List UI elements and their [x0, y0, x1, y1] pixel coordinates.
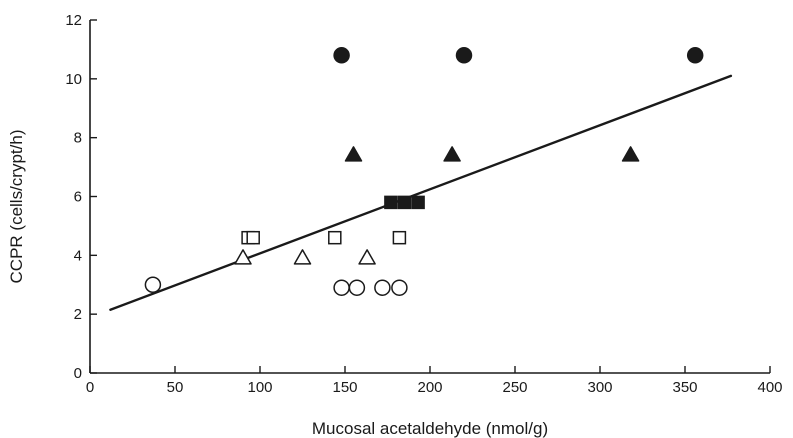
x-tick-label: 350 — [672, 379, 697, 396]
regression-line-layer — [109, 74, 733, 311]
data-points — [144, 47, 704, 296]
open-circle-marker — [333, 279, 350, 296]
y-tick-label: 2 — [74, 306, 82, 323]
filled-triangle-marker — [621, 146, 640, 162]
filled-triangle-marker — [344, 146, 363, 162]
y-tick-label: 4 — [74, 247, 82, 264]
y-tick-label: 6 — [74, 189, 82, 206]
x-tick-label: 250 — [502, 379, 527, 396]
open-square-marker — [246, 230, 260, 245]
open-triangle-marker — [234, 249, 252, 265]
x-tick-label: 300 — [587, 379, 612, 396]
regression-line — [109, 74, 733, 311]
open-circle-marker — [374, 279, 391, 296]
open-circle-marker — [144, 276, 162, 293]
open-square-marker — [392, 230, 407, 245]
x-tick-label: 100 — [247, 379, 272, 396]
open-triangle-marker — [293, 249, 312, 265]
open-triangle-marker — [358, 249, 376, 265]
filled-circle-marker — [333, 47, 350, 64]
axes: 0 50 100 150 200 250 300 350 400 0 2 4 6 8 10 12 — [65, 12, 782, 396]
filled-square-marker — [384, 195, 398, 210]
filled-circle-marker — [686, 47, 704, 64]
x-axis-title: Mucosal acetaldehyde (nmol/g) — [312, 419, 548, 438]
x-tick-label: 200 — [417, 379, 442, 396]
x-tick-label: 150 — [332, 379, 357, 396]
y-tick-label: 8 — [74, 130, 82, 147]
y-axis-title: CCPR (cells/crypt/h) — [7, 130, 26, 284]
y-tick-label: 10 — [65, 71, 82, 88]
open-circle-marker — [391, 279, 408, 296]
filled-square-marker — [411, 195, 425, 210]
y-tick-label: 0 — [74, 365, 82, 382]
filled-triangle-marker — [443, 146, 461, 162]
open-circle-marker — [348, 279, 366, 296]
filled-square-marker — [397, 195, 412, 210]
x-tick-label: 50 — [167, 379, 184, 396]
y-tick-label: 12 — [65, 12, 82, 29]
x-tick-label: 400 — [757, 379, 782, 396]
x-tick-label: 0 — [86, 379, 94, 396]
filled-circle-marker — [455, 47, 473, 64]
open-square-marker — [328, 230, 342, 245]
